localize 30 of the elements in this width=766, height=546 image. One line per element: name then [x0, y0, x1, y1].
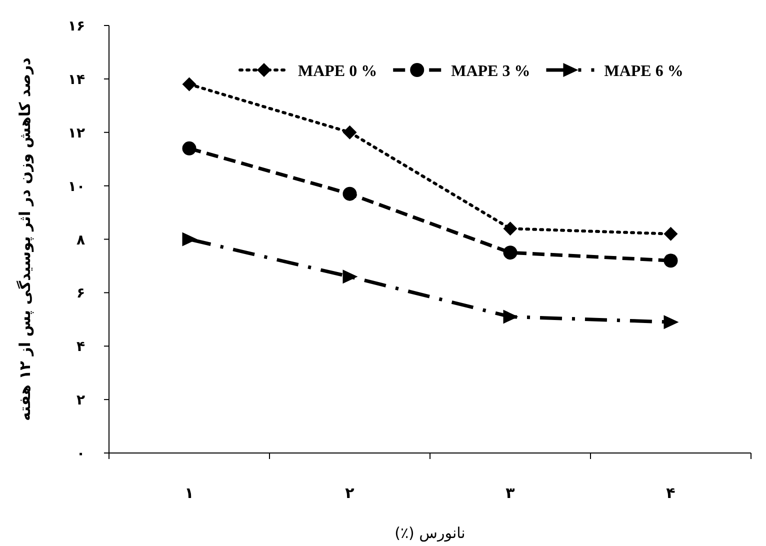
legend-label: MAPE 3 % — [451, 63, 530, 80]
point — [503, 222, 518, 236]
legend-label: MAPE 6 % — [604, 63, 684, 80]
x-tick-label: ۱ — [184, 484, 194, 502]
point — [342, 186, 357, 201]
point — [342, 125, 357, 140]
y-axis-title: درصد کاهش وزن در اثر پوسیدگی پس از ۱۲ هفته — [16, 57, 34, 421]
point — [182, 141, 196, 156]
y-tick-label: ۰ — [76, 446, 85, 462]
y-tick-label: ۱۰ — [68, 178, 85, 195]
point — [503, 246, 518, 260]
y-tick-label: ۱۶ — [68, 18, 85, 34]
y-tick-label: ۴ — [76, 339, 86, 356]
point — [664, 254, 678, 268]
point — [664, 315, 679, 330]
y-tick-label: ۲ — [76, 392, 86, 409]
x-tick-label: ۴ — [666, 484, 676, 502]
x-tick-label: ۲ — [345, 484, 354, 502]
point — [503, 310, 518, 324]
point — [664, 226, 678, 241]
legend-label: MAPE 0 % — [298, 63, 378, 80]
y-tick-label: ۸ — [76, 232, 86, 248]
point — [342, 270, 358, 284]
y-tick-label: ۶ — [76, 286, 85, 302]
y-tick-label: ۱۴ — [68, 72, 86, 88]
x-axis-title: نانورس (٪) — [394, 524, 466, 542]
y-tick-label: ۱۲ — [68, 125, 86, 142]
point — [182, 77, 196, 92]
point — [182, 232, 198, 246]
x-tick-label: ۳ — [506, 484, 515, 502]
